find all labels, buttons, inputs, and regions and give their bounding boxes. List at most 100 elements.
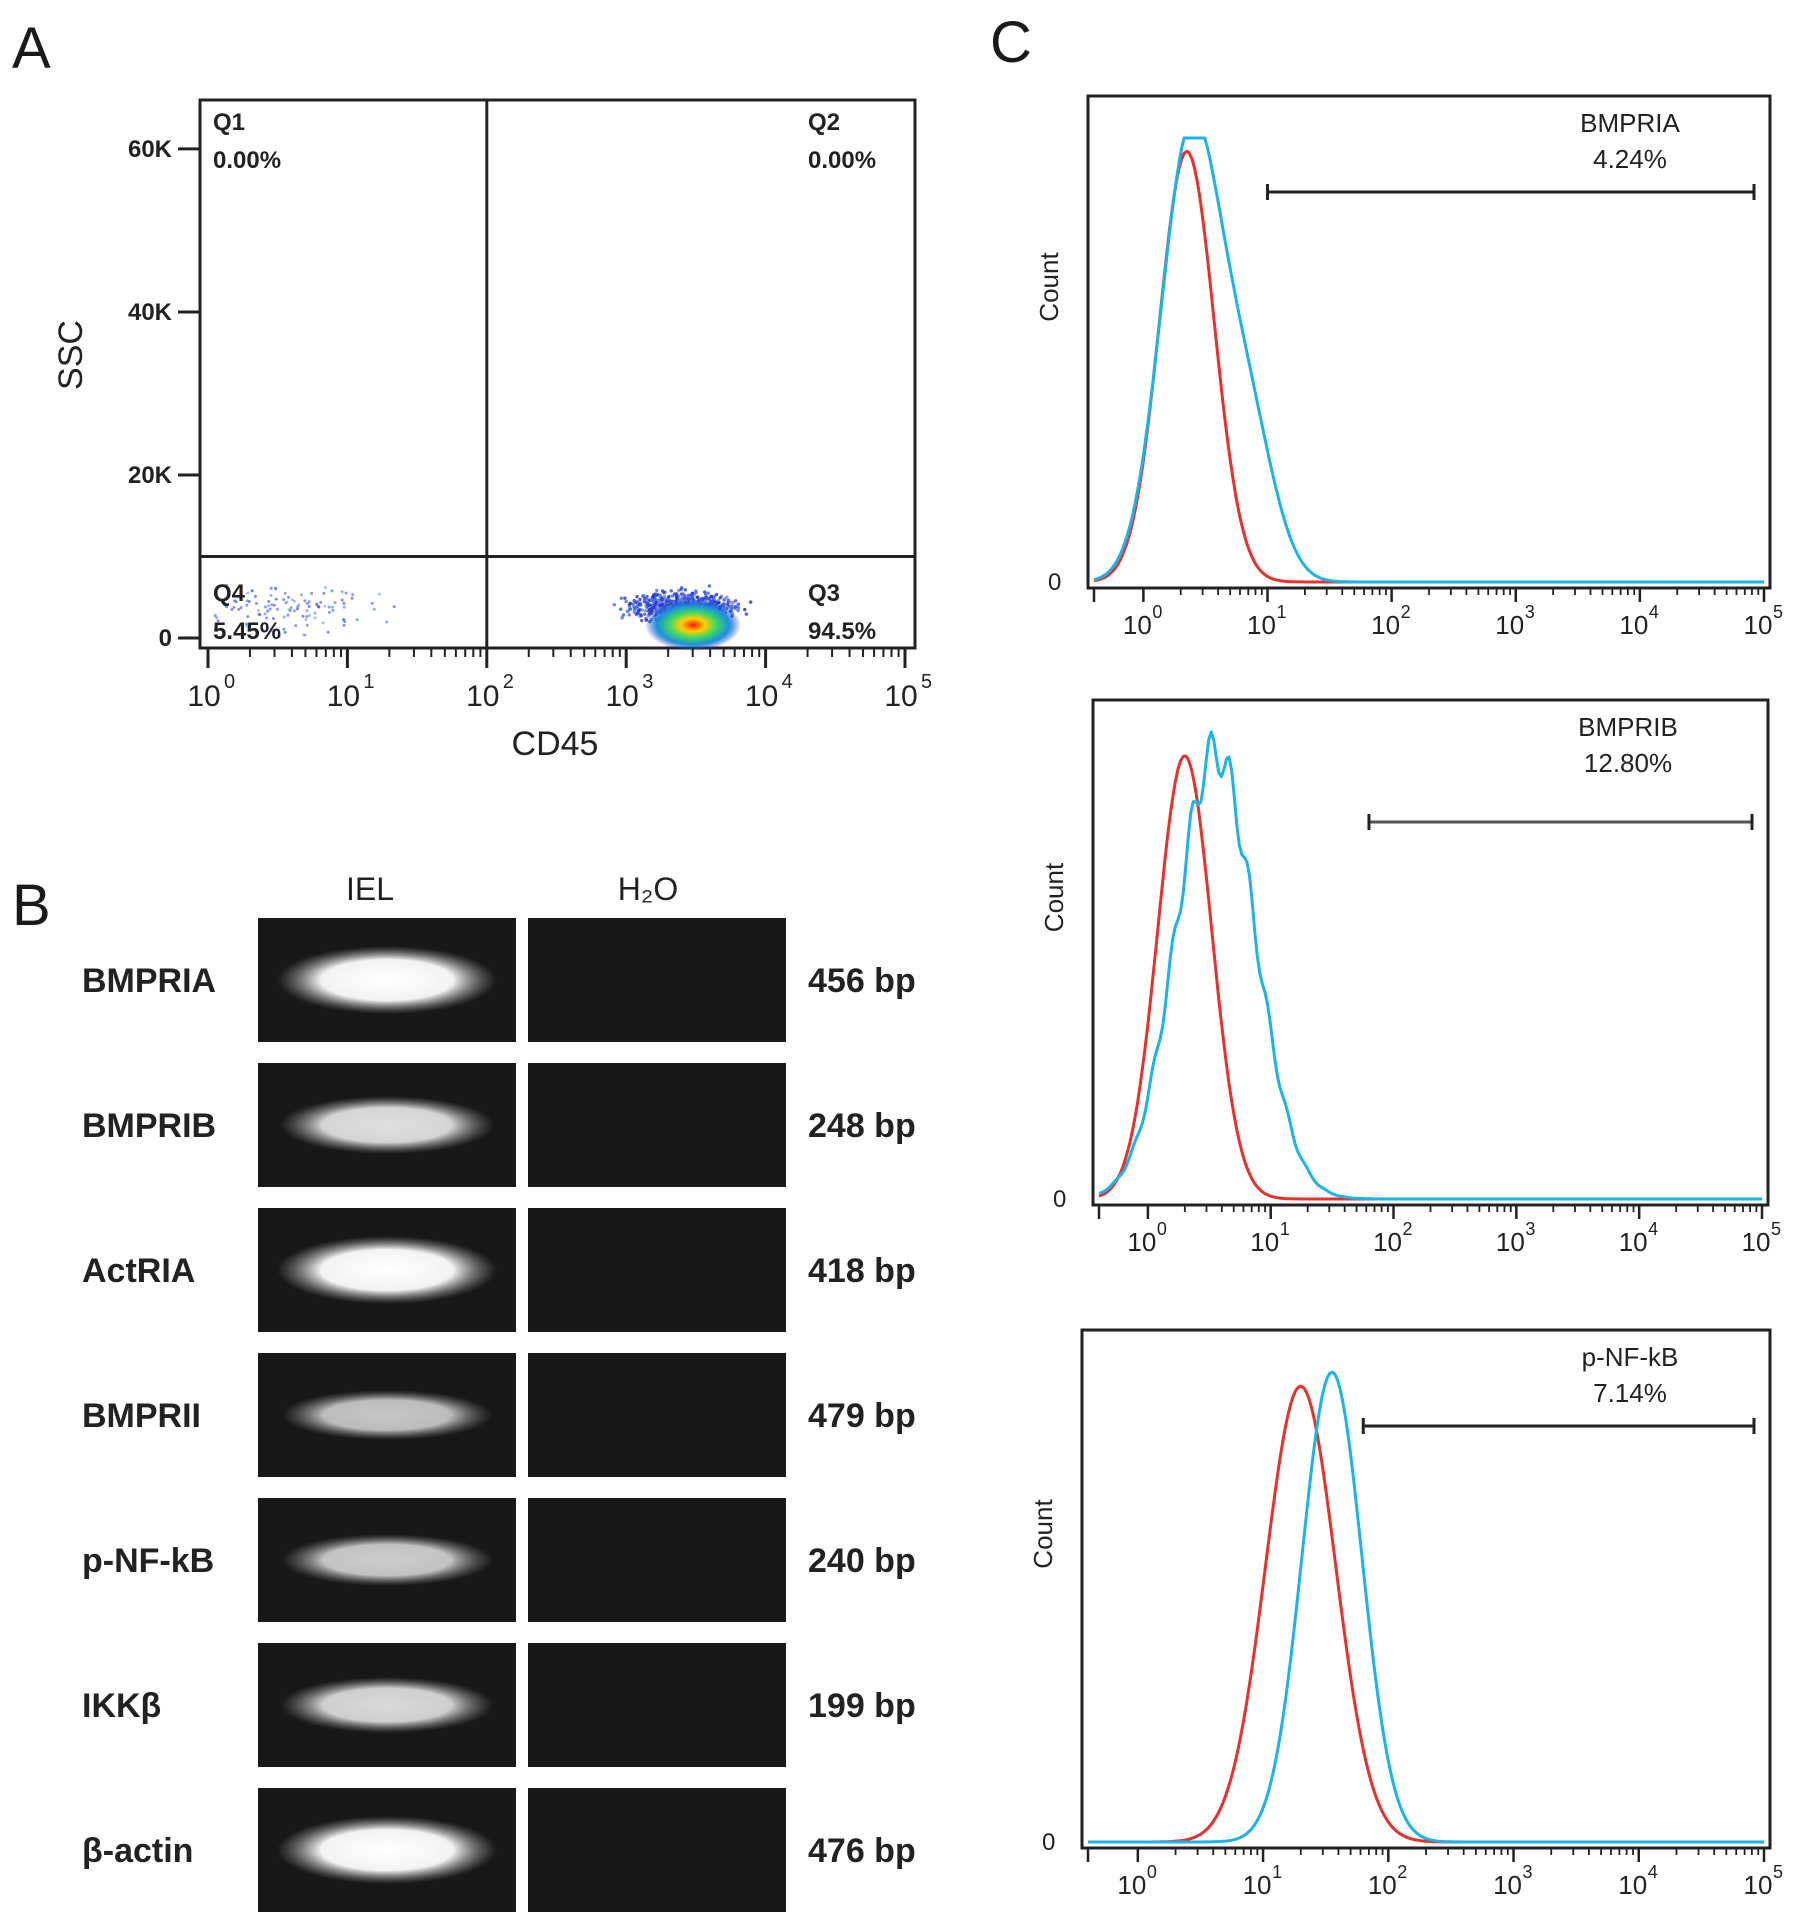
gel-gene-label: BMPRIB (82, 1107, 216, 1145)
event-dot (283, 591, 287, 595)
x-tick-label: 10 (187, 680, 220, 713)
x-tick-exponent: 3 (642, 671, 653, 693)
event-dot (650, 598, 655, 602)
event-dot (245, 603, 249, 607)
event-dot (635, 594, 639, 599)
event-dot (230, 607, 234, 611)
event-dot (726, 603, 730, 607)
x-tick-exponent: 2 (503, 671, 514, 693)
event-dot (341, 618, 345, 622)
quadrant-percent-q1: 0.00% (213, 147, 281, 174)
event-dot (269, 586, 273, 590)
event-dot (300, 593, 304, 597)
x-tick-label: 10 (1742, 1227, 1771, 1257)
event-dot (269, 593, 273, 597)
gel-column-iel: IEL (346, 871, 394, 907)
event-dot (644, 608, 648, 613)
event-dot (246, 615, 250, 619)
gel-band-size: 456 bp (808, 962, 916, 1000)
event-dot (308, 614, 312, 618)
event-dot (287, 595, 291, 599)
event-dot (268, 607, 272, 611)
event-dot (232, 605, 236, 609)
event-dot (236, 595, 240, 599)
event-dot (351, 593, 355, 597)
event-dot (704, 595, 708, 600)
event-dot (342, 623, 346, 627)
gate-marker-name: BMPRIA (1580, 108, 1680, 138)
event-dot (656, 600, 661, 604)
y-tick-label: 0 (1048, 569, 1061, 596)
event-dot (743, 607, 747, 612)
event-dot (716, 598, 721, 603)
gel-panel: IEL H₂O BMPRIA 456 bp BMPRIB 248 bp ActRIA 41… (82, 871, 916, 1912)
x-tick-label: 10 (1368, 1870, 1397, 1900)
event-dot (330, 605, 334, 609)
event-dot (663, 596, 667, 601)
event-dot (305, 601, 309, 605)
event-dot (307, 600, 311, 604)
event-dot (313, 611, 317, 615)
x-tick-exponent: 4 (1648, 1219, 1658, 1239)
x-tick-label: 10 (1744, 1870, 1773, 1900)
event-dot (667, 594, 671, 599)
event-dot (658, 593, 663, 597)
event-dot (283, 630, 287, 634)
gel-column-h2o: H₂O (618, 871, 678, 907)
event-dot (689, 593, 693, 597)
event-dot (725, 595, 729, 599)
event-dot (350, 596, 354, 600)
event-dot (736, 602, 741, 606)
event-dot (227, 595, 231, 599)
y-axis-label: Count (1034, 252, 1064, 322)
quadrant-percent-q4: 5.45% (213, 618, 281, 645)
event-dot (234, 600, 238, 604)
x-axis-ticks: 10 0 10 1 10 2 10 3 10 4 10 5 (187, 648, 932, 713)
event-dot (285, 600, 289, 604)
histogram-curve-red (1093, 149, 1764, 584)
y-tick-label: 0 (159, 625, 172, 652)
x-tick-label: 10 (1744, 610, 1773, 640)
histogram-curve-blue (1093, 136, 1764, 584)
event-dot (282, 615, 286, 619)
gel-row: BMPRIB 248 bp (82, 1063, 916, 1187)
gel-lane-h2o (528, 1063, 786, 1187)
event-dot (213, 613, 217, 617)
x-tick-label: 10 (1495, 610, 1524, 640)
event-dot (323, 585, 327, 589)
x-tick-label: 10 (1496, 1227, 1525, 1257)
event-dot (302, 633, 306, 637)
event-dot (305, 623, 309, 627)
event-dot (644, 600, 649, 605)
event-dot (733, 599, 738, 603)
gel-band (280, 1677, 494, 1733)
event-dot (714, 592, 719, 597)
event-dot (340, 598, 344, 602)
event-dot (213, 592, 217, 596)
event-dot (385, 620, 389, 624)
gel-gene-label: ActRIA (82, 1252, 195, 1290)
gel-lane-h2o (528, 1643, 786, 1767)
x-tick-exponent: 0 (1152, 602, 1162, 622)
event-dot (326, 630, 330, 634)
event-dot (295, 607, 299, 611)
x-tick-label: 10 (1371, 610, 1400, 640)
event-dot (706, 591, 711, 595)
panel-letter-c: C (990, 10, 1032, 75)
event-dot (646, 609, 651, 613)
y-tick-label: 40K (128, 299, 173, 326)
gel-row: ActRIA 418 bp (82, 1208, 916, 1332)
event-dot (718, 596, 722, 600)
gel-band (277, 1236, 497, 1304)
x-tick-exponent: 2 (1401, 602, 1411, 622)
event-dot (696, 595, 700, 600)
x-tick-label: 10 (1373, 1227, 1402, 1257)
gel-rows: BMPRIA 456 bp BMPRIB 248 bp ActRIA 418 bp BMPR… (82, 918, 916, 1912)
event-dot (683, 588, 687, 592)
event-dot (274, 587, 278, 591)
event-dot (265, 616, 269, 620)
x-tick-exponent: 0 (1147, 1862, 1157, 1882)
event-dot (215, 616, 219, 620)
event-dot (274, 597, 278, 601)
